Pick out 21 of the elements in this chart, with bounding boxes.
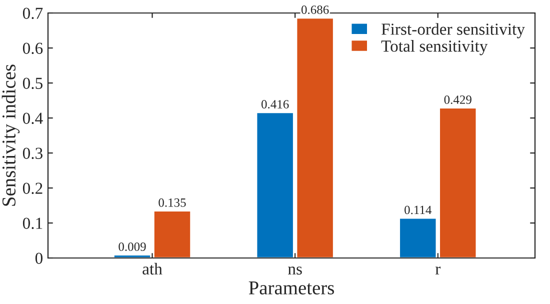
y-tick-label: 0 (35, 252, 43, 264)
legend-label: First-order sensitivity (382, 23, 525, 38)
data-label: 0.429 (444, 95, 472, 104)
data-label: 0.009 (118, 242, 146, 251)
x-tick-label: ath (142, 262, 162, 275)
legend-label: Total sensitivity (381, 40, 488, 56)
y-tick-label: 0.6 (22, 42, 43, 54)
y-tick-label: 0.4 (22, 112, 43, 124)
data-label: 0.416 (261, 100, 289, 109)
x-axis-title: Parameters (248, 282, 334, 294)
x-tick-label: ns (288, 266, 302, 275)
y-tick-label: 0.3 (22, 148, 42, 160)
y-tick-label: 0.2 (22, 182, 42, 194)
data-label: 0.135 (158, 198, 186, 207)
y-tick-label: 0.5 (22, 78, 42, 90)
y-axis-title: Sensitivity indices (2, 64, 20, 206)
y-tick-label: 0.1 (22, 218, 42, 230)
y-tick-label: 0.7 (22, 8, 43, 20)
data-label: 0.686 (301, 6, 329, 14)
x-tick-label: r (435, 266, 441, 274)
data-label: 0.114 (404, 206, 432, 214)
